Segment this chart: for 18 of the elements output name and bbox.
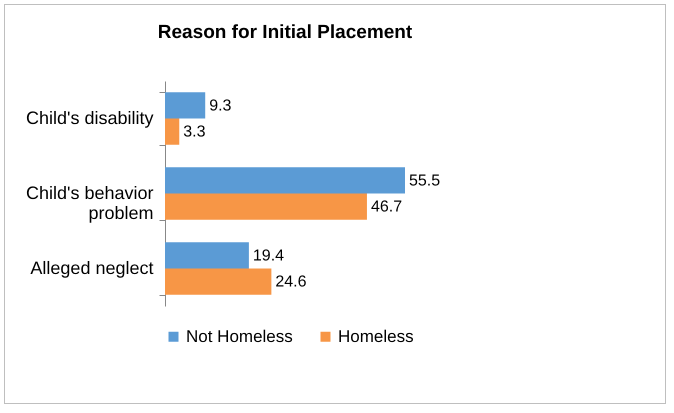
bar bbox=[165, 118, 180, 145]
data-label: 19.4 bbox=[252, 247, 284, 264]
legend-label: Homeless bbox=[338, 326, 414, 346]
data-label: 55.5 bbox=[409, 172, 440, 190]
bar bbox=[165, 167, 405, 194]
y-tick-label: Child's behavior problem bbox=[26, 183, 154, 223]
data-label: 46.7 bbox=[370, 198, 402, 216]
bar bbox=[165, 194, 367, 220]
chart-title: Reason for Initial Placement bbox=[158, 22, 413, 43]
y-tick-label: Alleged neglect bbox=[30, 258, 154, 278]
data-label: 3.3 bbox=[183, 124, 206, 141]
legend-label: Not Homeless bbox=[186, 326, 293, 346]
bar bbox=[165, 92, 206, 118]
bar bbox=[165, 242, 249, 268]
data-label: 9.3 bbox=[209, 97, 232, 114]
bar bbox=[165, 268, 272, 295]
y-tick-label: Child's disability bbox=[26, 108, 154, 128]
data-label: 24.6 bbox=[275, 274, 307, 291]
